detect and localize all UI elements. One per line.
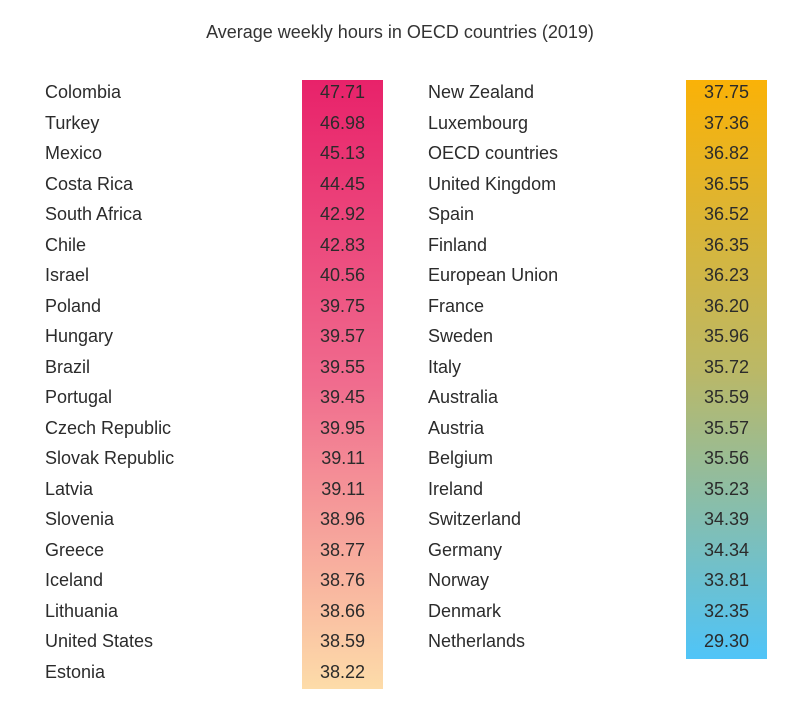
country-label: Slovak Republic <box>45 448 175 468</box>
country-label: Czech Republic <box>45 417 172 438</box>
country-label: Chile <box>45 234 87 255</box>
country-label: Portugal <box>45 387 113 407</box>
hours-value: 39.57 <box>319 326 365 346</box>
hours-value: 34.39 <box>703 509 749 529</box>
country-label: Greece <box>45 539 105 560</box>
hours-value: 29.30 <box>703 631 749 651</box>
hours-value: 33.81 <box>703 570 749 590</box>
country-label: Brazil <box>45 356 91 377</box>
hours-value: 37.75 <box>703 82 749 102</box>
hours-value: 35.72 <box>703 356 749 377</box>
hours-value: 36.52 <box>703 204 749 224</box>
country-label: Poland <box>45 295 102 316</box>
hours-value: 35.57 <box>703 417 749 438</box>
country-label: France <box>428 295 485 316</box>
hours-value: 35.56 <box>703 448 749 468</box>
hours-value: 38.59 <box>319 631 365 651</box>
hours-value: 34.34 <box>703 539 749 560</box>
country-label: Estonia <box>45 661 106 682</box>
country-label: Israel <box>45 265 90 285</box>
country-label: Slovenia <box>45 509 115 529</box>
country-label: European Union <box>428 265 559 285</box>
country-label: Luxembourg <box>428 112 529 133</box>
hours-value: 38.96 <box>319 509 365 529</box>
country-label: New Zealand <box>428 82 535 102</box>
country-label: Ireland <box>428 478 484 499</box>
hours-value: 38.66 <box>319 600 365 621</box>
country-label: Colombia <box>45 82 122 102</box>
country-label: Italy <box>428 356 462 377</box>
country-label: Spain <box>428 204 475 224</box>
hours-value: 40.56 <box>319 265 365 285</box>
country-label: OECD countries <box>428 143 559 163</box>
hours-value: 39.45 <box>319 387 365 407</box>
country-label: Turkey <box>45 112 100 133</box>
hours-value: 36.20 <box>703 295 749 316</box>
left-gradient-bar <box>302 80 383 689</box>
hours-value: 45.13 <box>319 143 365 163</box>
country-label: Netherlands <box>428 631 526 651</box>
country-label: Denmark <box>428 600 502 621</box>
country-label: Latvia <box>45 478 94 499</box>
hours-value: 39.75 <box>319 295 365 316</box>
hours-value: 36.82 <box>703 143 749 163</box>
country-label: Germany <box>428 539 503 560</box>
hours-value: 42.83 <box>319 234 365 255</box>
hours-value: 39.11 <box>321 448 365 468</box>
country-label: Hungary <box>45 326 114 346</box>
country-label: Belgium <box>428 448 494 468</box>
hours-value: 35.23 <box>703 478 749 499</box>
country-label: Mexico <box>45 143 103 163</box>
country-label: United Kingdom <box>428 173 557 194</box>
country-label: Switzerland <box>428 509 522 529</box>
country-label: United States <box>45 631 154 651</box>
country-label: Finland <box>428 234 488 255</box>
country-label: Lithuania <box>45 600 119 621</box>
hours-value: 35.59 <box>703 387 749 407</box>
hours-value: 36.35 <box>703 234 749 255</box>
country-label: Norway <box>428 570 490 590</box>
hours-value: 44.45 <box>319 173 365 194</box>
hours-value: 39.95 <box>319 417 365 438</box>
hours-value: 38.77 <box>319 539 365 560</box>
hours-value: 42.92 <box>319 204 365 224</box>
country-label: Austria <box>428 417 485 438</box>
hours-value: 46.98 <box>319 112 365 133</box>
country-label: Iceland <box>45 570 104 590</box>
hours-value: 36.23 <box>703 265 749 285</box>
country-label: Costa Rica <box>45 173 134 194</box>
hours-value: 47.71 <box>319 82 365 102</box>
country-label: South Africa <box>45 204 143 224</box>
hours-value: 39.55 <box>319 356 365 377</box>
hours-value: 35.96 <box>703 326 749 346</box>
hours-value: 37.36 <box>703 112 749 133</box>
chart-title: Average weekly hours in OECD countries (… <box>206 22 594 42</box>
hours-value: 32.35 <box>703 600 749 621</box>
right-gradient-bar <box>686 80 767 659</box>
hours-value: 36.55 <box>703 173 749 194</box>
hours-value: 38.76 <box>319 570 365 590</box>
country-label: Australia <box>428 387 499 407</box>
country-label: Sweden <box>428 326 494 346</box>
hours-value: 38.22 <box>319 661 365 682</box>
hours-value: 39.11 <box>321 478 365 499</box>
